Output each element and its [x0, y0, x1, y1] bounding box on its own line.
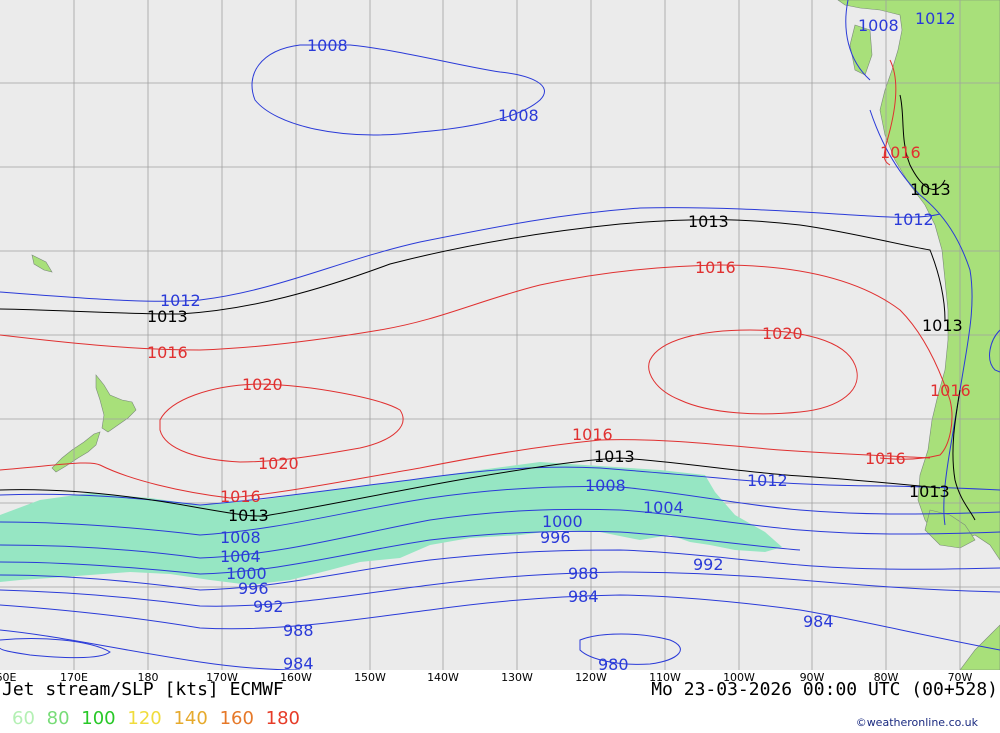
lon-label: 90W	[799, 671, 825, 684]
lon-label: 140W	[427, 671, 459, 684]
jet-stream-area	[0, 462, 782, 585]
isobar-label: 1016	[865, 449, 906, 468]
isobar-label: 1013	[922, 316, 963, 335]
isobar-label: 1012	[915, 9, 956, 28]
isobar-label: 984	[803, 612, 834, 631]
isobar-label: 1012	[747, 471, 788, 490]
isobar-label: 1016	[880, 143, 921, 162]
lon-label: 170E	[60, 671, 88, 684]
isobar-label: 1016	[930, 381, 971, 400]
high-pressure-isobars	[0, 59, 953, 499]
lon-label: 130W	[501, 671, 533, 684]
isobar-label: 1016	[572, 425, 613, 444]
isobar-label: 1000	[226, 564, 267, 583]
isobar-label: 1013	[688, 212, 729, 231]
isobar-label: 1012	[893, 210, 934, 229]
lon-label: 170W	[206, 671, 238, 684]
isobar-label: 1008	[498, 106, 539, 125]
lon-label: 180	[137, 671, 159, 684]
isobar-label: 992	[693, 555, 724, 574]
jet-speed-legend: 60 80 100 120 140 160 180	[12, 708, 306, 729]
lon-label: 110W	[649, 671, 681, 684]
isobar-label: 1013	[909, 482, 950, 501]
isobar-label: 988	[283, 621, 314, 640]
isobar-label: 1012	[160, 291, 201, 310]
isobar-label: 1008	[858, 16, 899, 35]
lon-label: 80W	[873, 671, 899, 684]
lon-label: 150W	[354, 671, 386, 684]
isobar-label: 988	[568, 564, 599, 583]
lon-label: 120W	[575, 671, 607, 684]
tierra-del-fuego	[924, 509, 976, 549]
lon-label: 70W	[947, 671, 973, 684]
map-footer	[0, 670, 1000, 733]
isobar-label: 1020	[258, 454, 299, 473]
standard-1013-isobars	[0, 94, 976, 521]
isobar-label: 1013	[228, 506, 269, 525]
isobar-label: 1020	[762, 324, 803, 343]
isobar-label: 1013	[910, 180, 951, 199]
isobar-label: 1008	[307, 36, 348, 55]
legend-item: 180	[265, 708, 301, 729]
lon-label: 160W	[280, 671, 312, 684]
map-title: Jet stream/SLP [kts] ECMWF	[2, 679, 284, 700]
isobar-label: 1008	[220, 528, 261, 547]
isobar-label: 1016	[695, 258, 736, 277]
isobar-label: 1016	[220, 487, 261, 506]
isobar-label: 1008	[585, 476, 626, 495]
legend-item: 160	[219, 708, 254, 729]
new-zealand-south-island	[51, 431, 101, 473]
isobar-label: 1013	[147, 307, 188, 326]
isobar-label: 996	[238, 579, 269, 598]
low-pressure-isobars	[0, 0, 1000, 670]
legend-item: 120	[127, 708, 162, 729]
forecast-datetime: Mo 23-03-2026 00:00 UTC (00+528)	[651, 679, 998, 700]
isobar-label: 984	[568, 587, 599, 606]
isobar-label: 1020	[242, 375, 283, 394]
new-zealand-north-island	[95, 374, 137, 433]
fiji-island	[31, 254, 53, 273]
legend-item: 100	[81, 708, 116, 729]
isobar-label: 1004	[643, 498, 684, 517]
isobar-label: 1000	[542, 512, 583, 531]
lon-label: 60E	[0, 671, 17, 684]
isobar-label: 980	[598, 655, 629, 670]
isobar-labels: 1008 1008 1008 1012 1016 1013 1012 1012 …	[147, 9, 971, 670]
isobar-label: 1013	[594, 447, 635, 466]
credit-link[interactable]: ©weatheronline.co.uk	[855, 716, 978, 729]
isobar-label: 984	[283, 654, 314, 670]
weather-map: 1008 1008 1008 1012 1016 1013 1012 1012 …	[0, 0, 1000, 670]
isobar-label: 1004	[220, 547, 261, 566]
isobar-label: 1016	[147, 343, 188, 362]
isobar-label: 992	[253, 597, 284, 616]
antarctic-peninsula	[959, 624, 1000, 670]
legend-item: 80	[46, 708, 70, 729]
legend-item: 140	[173, 708, 208, 729]
legend-item: 60	[12, 708, 35, 729]
isobar-label: 996	[540, 528, 571, 547]
lon-label: 100W	[723, 671, 755, 684]
